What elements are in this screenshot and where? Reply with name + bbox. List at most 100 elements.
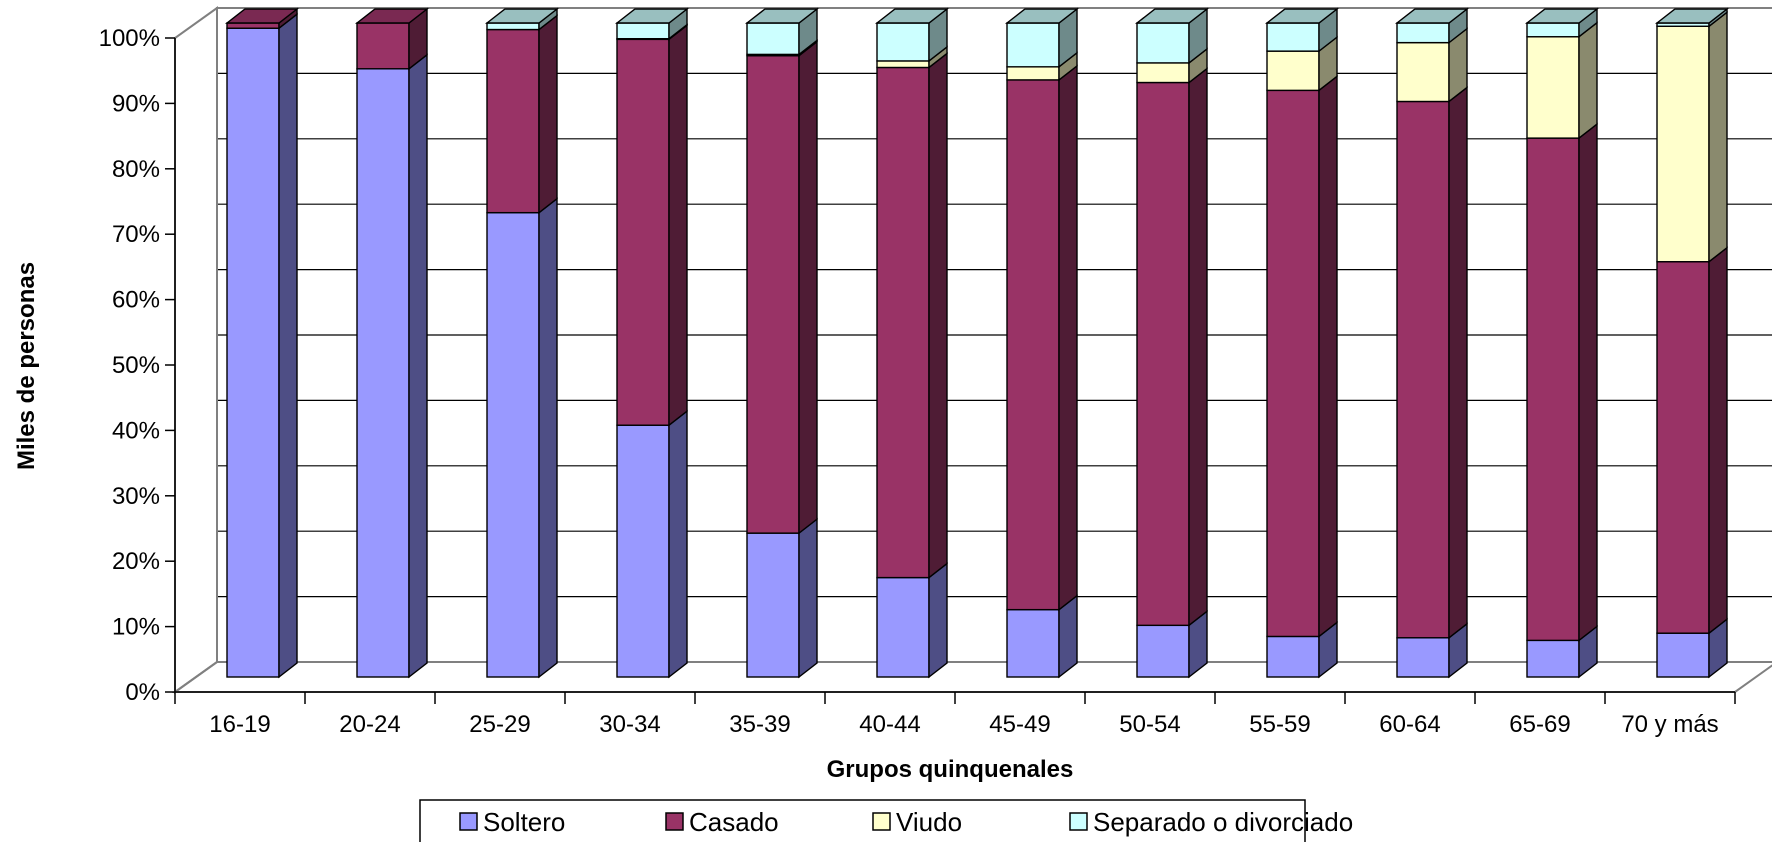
bar-casado-55-59-side (1318, 74, 1338, 638)
bar-casado-40-44-side (928, 52, 948, 580)
bar-top-65-69 (1524, 8, 1600, 24)
bar-soltero-40-44 (876, 576, 930, 678)
bars (224, 7, 1730, 679)
bar-casado-30-34 (616, 38, 670, 426)
y-tick-label: 80% (112, 156, 160, 183)
x-tick-label-35-39: 35-39 (729, 711, 790, 738)
bar-casado-65-69-side (1578, 122, 1598, 642)
y-tick-label: 30% (112, 483, 160, 510)
bar-separado-o-divorciado-25-29 (486, 22, 540, 31)
bar-soltero-35-39 (746, 532, 800, 678)
y-tick-label: 0% (125, 679, 160, 706)
bar-casado-45-49-side (1058, 64, 1078, 612)
bar-stack-30-34 (614, 7, 690, 679)
bar-soltero-20-24 (356, 68, 410, 678)
axes (165, 37, 1736, 704)
bar-stack-35-39 (744, 7, 820, 679)
legend-swatch-separado-o-divorciado (1069, 812, 1088, 831)
bar-soltero-70-y-mas (1656, 632, 1710, 678)
x-tick-labels: 16-19 20-24 25-29 30-34 35-39 40-44 45-49 50-54… (209, 711, 1718, 738)
x-tick-label-25-29: 25-29 (469, 711, 530, 738)
y-tick-label: 40% (112, 417, 160, 444)
bar-viudo-50-54 (1136, 62, 1190, 84)
bar-stack-55-59 (1264, 7, 1340, 679)
bar-viudo-65-69 (1526, 36, 1580, 139)
bar-stack-25-29 (484, 7, 560, 679)
bar-casado-25-29-side (538, 14, 558, 215)
bar-top-25-29 (484, 8, 560, 24)
bar-soltero-60-64 (1396, 637, 1450, 678)
x-tick-label-60-64: 60-64 (1379, 711, 1440, 738)
bar-soltero-30-34 (616, 424, 670, 678)
bar-viudo-65-69-side (1578, 21, 1598, 140)
bar-soltero-55-59 (1266, 635, 1320, 678)
x-tick-label-30-34: 30-34 (599, 711, 660, 738)
y-tick-label: 60% (112, 287, 160, 314)
y-tick-label: 70% (112, 221, 160, 248)
bar-separado-o-divorciado-45-49 (1006, 22, 1060, 68)
bar-separado-o-divorciado-35-39 (746, 22, 800, 56)
bar-top-20-24 (354, 8, 430, 24)
x-tick-label-65-69: 65-69 (1509, 711, 1570, 738)
x-tick-label-20-24: 20-24 (339, 711, 400, 738)
bar-casado-40-44 (876, 66, 930, 579)
bar-casado-45-49 (1006, 79, 1060, 611)
bar-casado-65-69 (1526, 137, 1580, 642)
bar-stack-70-y-mas (1654, 7, 1730, 679)
bar-top-60-64 (1394, 8, 1470, 24)
bar-casado-20-24 (356, 22, 410, 70)
bar-casado-35-39-side (798, 40, 818, 535)
bar-soltero-30-34-side (668, 409, 688, 679)
bar-stack-60-64 (1394, 7, 1470, 679)
bar-viudo-40-44 (876, 60, 930, 69)
back-wall (216, 7, 1772, 663)
bar-casado-16-19 (226, 22, 280, 29)
bar-top-30-34 (614, 8, 690, 24)
bar-stack-65-69 (1524, 7, 1600, 679)
bar-soltero-50-54 (1136, 624, 1190, 678)
legend-box (419, 799, 1306, 842)
bar-top-50-54 (1134, 8, 1210, 24)
bar-soltero-65-69 (1526, 639, 1580, 678)
x-tick-label-70-y-mas: 70 y más (1621, 711, 1718, 738)
bar-casado-70-y-mas-side (1708, 246, 1728, 635)
x-tick-label-50-54: 50-54 (1119, 711, 1180, 738)
bar-separado-o-divorciado-30-34 (616, 22, 670, 40)
bar-casado-50-54 (1136, 81, 1190, 627)
x-tick-label-55-59: 55-59 (1249, 711, 1310, 738)
bar-top-70-y-mas (1654, 8, 1730, 24)
x-axis-title: Grupos quinquenales (827, 756, 1074, 783)
legend-label-viudo: Viudo (896, 807, 962, 837)
side-wall (174, 6, 218, 694)
x-tick-label-16-19: 16-19 (209, 711, 270, 738)
bar-casado-25-29 (486, 28, 540, 214)
y-tick-label: 10% (112, 614, 160, 641)
bar-casado-35-39 (746, 55, 800, 534)
bar-stack-45-49 (1004, 7, 1080, 679)
legend-label-separado-o-divorciado: Separado o divorciado (1093, 807, 1353, 837)
bar-viudo-45-49 (1006, 66, 1060, 81)
bar-soltero-25-29-side (538, 197, 558, 679)
bar-stack-20-24 (354, 7, 430, 679)
bar-top-45-49 (1004, 8, 1080, 24)
bar-separado-o-divorciado-55-59 (1266, 22, 1320, 52)
bar-top-40-44 (874, 8, 950, 24)
bar-casado-60-64-side (1448, 86, 1468, 640)
bar-viudo-70-y-mas (1656, 25, 1710, 263)
bar-soltero-20-24-side (408, 53, 428, 679)
bar-separado-o-divorciado-60-64 (1396, 22, 1450, 44)
bar-viudo-70-y-mas-side (1708, 10, 1728, 264)
bar-stack-50-54 (1134, 7, 1210, 679)
bar-separado-o-divorciado-50-54 (1136, 22, 1190, 64)
bar-separado-o-divorciado-65-69 (1526, 22, 1580, 38)
legend-swatch-soltero (459, 812, 478, 831)
bar-soltero-40-44-side (928, 562, 948, 679)
bar-top-35-39 (744, 8, 820, 24)
bar-viudo-55-59 (1266, 50, 1320, 92)
bar-casado-60-64 (1396, 100, 1450, 639)
legend: Soltero Casado Viudo Separado o divorciado (419, 799, 1353, 842)
y-tick-label: 100% (99, 25, 160, 52)
legend-label-casado: Casado (689, 807, 779, 837)
bar-soltero-45-49 (1006, 608, 1060, 678)
